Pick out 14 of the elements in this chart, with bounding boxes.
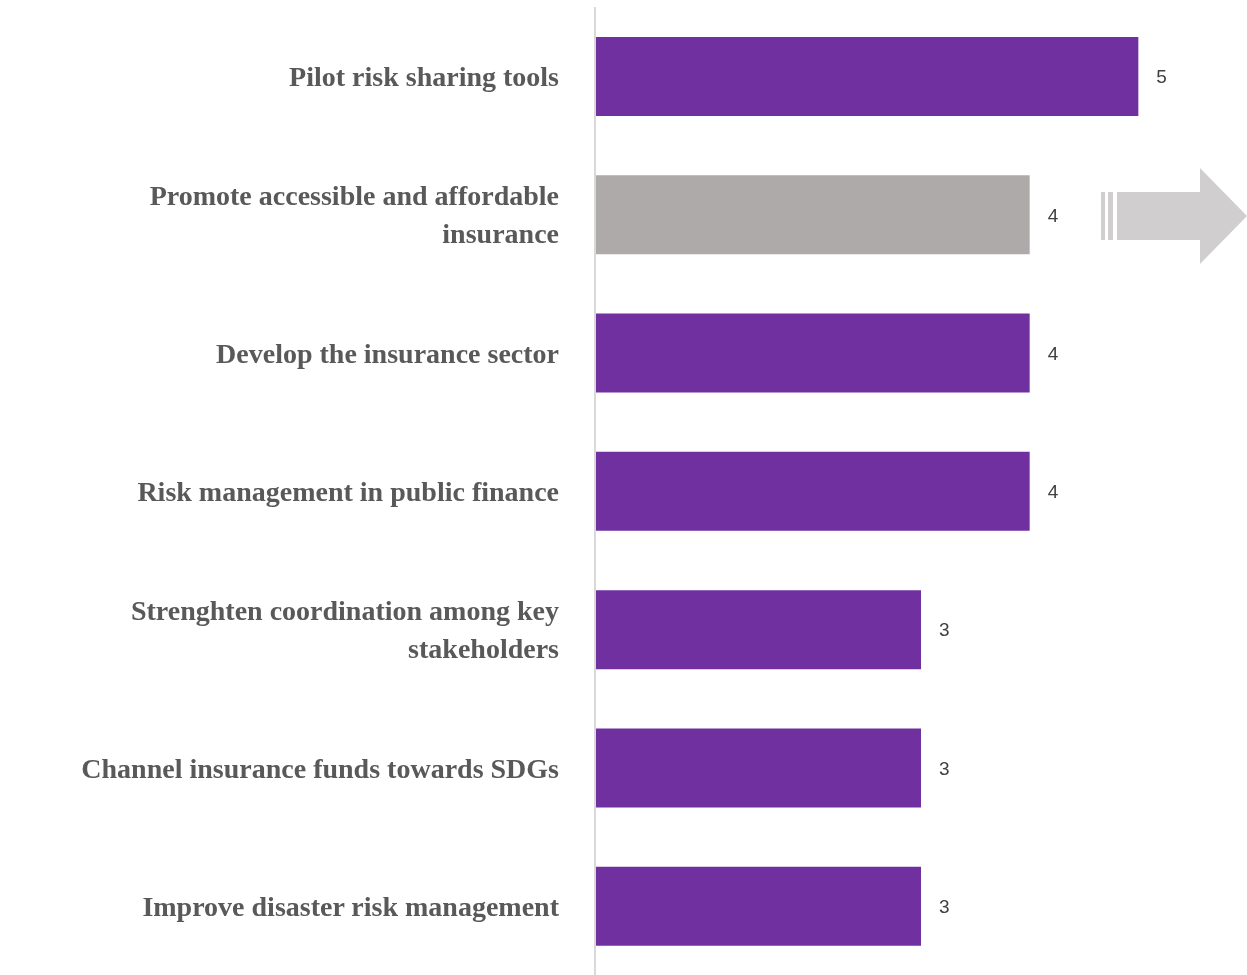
y-tick-label: Develop the insurance sector: [216, 337, 559, 369]
y-tick-label: Promote accessible and affordable insurance: [149, 179, 559, 249]
data-label: 3: [939, 757, 950, 779]
y-tick-label: Channel insurance funds towards SDGs: [81, 752, 560, 784]
data-label: 5: [1156, 66, 1167, 88]
y-tick-label: Pilot risk sharing tools: [289, 60, 560, 92]
data-label: 3: [939, 619, 950, 641]
data-label: 4: [1047, 204, 1059, 226]
data-label: 3: [939, 895, 950, 917]
y-tick-label: Risk management in public finance: [137, 475, 559, 507]
y-tick-label: Improve disaster risk management: [142, 890, 560, 922]
y-tick-label: Strenghten coordination among key stakeholders: [130, 594, 560, 664]
data-label: 4: [1047, 342, 1059, 364]
data-label: 4: [1047, 481, 1059, 503]
